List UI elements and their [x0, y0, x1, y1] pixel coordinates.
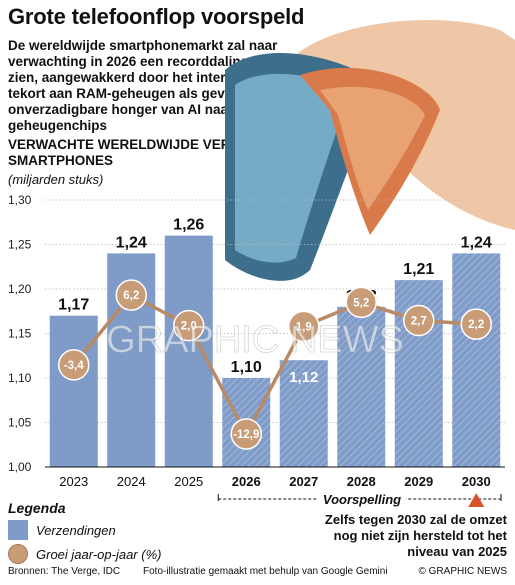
- growth-label: 6,2: [123, 290, 139, 302]
- legend-item-bars: Verzendingen: [8, 520, 116, 540]
- bar: [337, 306, 386, 467]
- legend-item-line: Groei jaar-op-jaar (%): [8, 544, 161, 564]
- y-tick-label: 1,05: [8, 416, 32, 430]
- growth-label: 5,2: [353, 297, 369, 309]
- legend-bars-label: Verzendingen: [36, 522, 116, 538]
- footer-copyright: © GRAPHIC NEWS: [418, 566, 508, 577]
- x-tick-label: 2029: [404, 474, 433, 489]
- y-tick-label: 1,15: [8, 327, 32, 341]
- phone-illustration: [225, 20, 515, 281]
- growth-label: 2,0: [181, 321, 197, 333]
- phone-screen: [235, 73, 350, 263]
- x-tick-label: 2026: [232, 474, 261, 489]
- forecast-label-bg: [318, 490, 406, 508]
- forecast-marker-triangle: [468, 493, 485, 507]
- bar-value-label: 1,12: [289, 369, 318, 386]
- growth-point: [58, 349, 90, 381]
- growth-point: [173, 309, 205, 342]
- bar-value-label: 1,21: [403, 261, 434, 278]
- bar: [49, 315, 98, 467]
- growth-point: [230, 418, 262, 450]
- growth-label: -12,9: [233, 429, 259, 441]
- y-tick-label: 1,20: [8, 282, 32, 296]
- watermark: GRAPHIC NEWS: [106, 319, 404, 361]
- forecast-note: Zelfs tegen 2030 zal de omzet nog niet z…: [324, 512, 507, 559]
- bar-value-label: 1,10: [231, 359, 262, 376]
- bar: [164, 235, 213, 467]
- legend-bar-swatch: [8, 520, 28, 540]
- growth-label: 2,7: [411, 316, 427, 328]
- growth-point: [115, 279, 147, 311]
- growth-point: [345, 286, 377, 319]
- bar-value-label: 1,24: [461, 234, 492, 251]
- bar-value-label: 1,26: [173, 217, 204, 234]
- bar-value-label: 1,17: [58, 297, 89, 314]
- bar: [452, 253, 501, 467]
- growth-label: 1,9: [296, 321, 312, 333]
- legend-line-label: Groei jaar-op-jaar (%): [36, 546, 162, 562]
- growth-label: -3,4: [64, 360, 84, 372]
- y-tick-label: 1,25: [8, 238, 32, 252]
- growth-point: [288, 310, 320, 343]
- y-tick-label: 1,00: [8, 460, 32, 474]
- footer-photo-credit: Foto-illustratie gemaakt met behulp van …: [143, 566, 388, 577]
- y-tick-label: 1,10: [8, 371, 32, 385]
- page-subtitle: De wereldwijde smartphonemarkt zal naar …: [8, 38, 292, 133]
- footer-sources: Bronnen: The Verge, IDC: [8, 566, 121, 577]
- y-tick-label: 1,30: [8, 193, 32, 207]
- forecast-label: Voorspelling: [323, 492, 401, 507]
- x-tick-label: 2027: [289, 474, 318, 489]
- growth-point: [460, 308, 492, 340]
- x-tick-label: 2028: [347, 474, 376, 489]
- legend-title: Legenda: [8, 500, 66, 516]
- bar-value-label: 1,24: [116, 234, 147, 251]
- chart-units: (miljarden stuks): [8, 172, 104, 187]
- growth-label: 2,2: [468, 319, 484, 331]
- x-tick-label: 2030: [462, 474, 491, 489]
- legend-dot-swatch: [8, 544, 28, 564]
- chart-canvas: 1,00 1,05 1,10 1,15 1,20 1,25 1,30 1,17 1,24 1,26…: [8, 20, 515, 508]
- x-tick-label: 2024: [117, 474, 146, 489]
- x-tick-label: 2025: [174, 474, 203, 489]
- page-title: Grote telefoonflop voorspeld: [8, 4, 305, 29]
- growth-point: [403, 304, 435, 337]
- phone-fold-inner: [320, 86, 425, 210]
- x-tick-label: 2023: [59, 474, 88, 489]
- bar: [279, 360, 328, 467]
- chart-heading: VERWACHTE WERELDWIJDE VERZENDING SMARTPH…: [8, 137, 292, 168]
